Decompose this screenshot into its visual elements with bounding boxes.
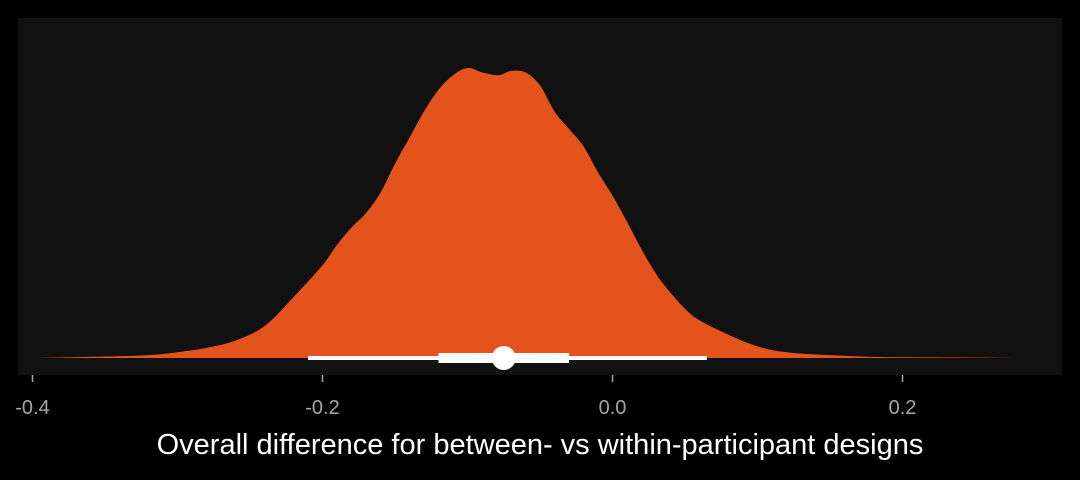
density-layer [39, 67, 1019, 358]
point-estimate [491, 346, 516, 370]
x-tick-label: 0.2 [889, 397, 917, 419]
x-tick-label: -0.2 [305, 397, 339, 419]
x-tick-label: 0.0 [599, 397, 627, 419]
x-tick-label: -0.4 [15, 397, 49, 419]
interval-layer [308, 346, 707, 370]
density-area [39, 67, 1019, 358]
x-axis-title: Overall difference for between- vs withi… [157, 429, 924, 461]
x-axis: -0.4 -0.2 0.0 0.2 [15, 375, 916, 419]
